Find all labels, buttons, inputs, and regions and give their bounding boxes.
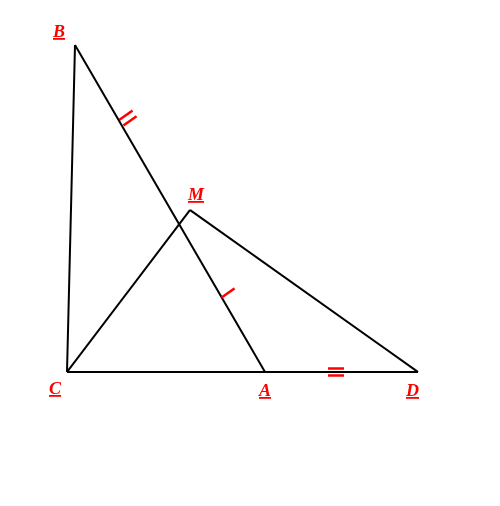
geometry-diagram: B C A D M: [0, 0, 500, 506]
tick-marks: [119, 111, 344, 376]
label-A: A: [258, 380, 271, 400]
label-B: B: [52, 21, 65, 41]
label-M: M: [187, 184, 205, 204]
segment-MD: [190, 210, 418, 372]
label-D: D: [405, 380, 419, 400]
segments: [67, 45, 418, 372]
label-C: C: [49, 378, 62, 398]
vertex-labels: B C A D M: [49, 21, 419, 400]
segment-CM: [67, 210, 190, 372]
tick-mark-0: [119, 111, 136, 126]
tick-mark-1: [221, 288, 234, 297]
segment-BC: [67, 45, 75, 372]
